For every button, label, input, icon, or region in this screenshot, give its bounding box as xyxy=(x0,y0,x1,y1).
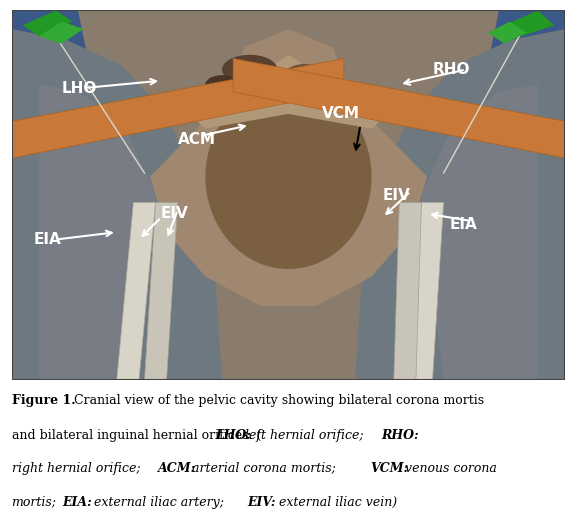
Text: RHO:: RHO: xyxy=(381,429,419,442)
Text: right hernial orifice;: right hernial orifice; xyxy=(12,462,140,475)
Text: EIA: EIA xyxy=(449,217,477,232)
Polygon shape xyxy=(12,10,111,103)
Ellipse shape xyxy=(205,84,372,269)
Polygon shape xyxy=(144,203,178,380)
Text: EIA: EIA xyxy=(33,232,61,247)
Polygon shape xyxy=(410,203,444,380)
Polygon shape xyxy=(394,203,421,380)
Text: and bilateral inguinal hernial orifices. (: and bilateral inguinal hernial orifices.… xyxy=(12,429,261,442)
Text: RHO: RHO xyxy=(433,62,470,77)
Polygon shape xyxy=(39,21,84,43)
Text: LHO:: LHO: xyxy=(215,429,252,442)
Polygon shape xyxy=(233,59,565,158)
Ellipse shape xyxy=(222,55,278,84)
Polygon shape xyxy=(178,55,399,129)
Text: EIV:: EIV: xyxy=(247,496,275,509)
Polygon shape xyxy=(12,29,222,380)
Text: EIV: EIV xyxy=(161,206,189,221)
Polygon shape xyxy=(466,10,565,103)
Ellipse shape xyxy=(205,75,239,94)
Polygon shape xyxy=(150,29,427,306)
Text: VCM:: VCM: xyxy=(370,462,409,475)
Text: ACM:: ACM: xyxy=(158,462,197,475)
Text: EIA:: EIA: xyxy=(62,496,92,509)
Text: VCM: VCM xyxy=(322,106,359,122)
Text: external iliac artery;: external iliac artery; xyxy=(93,496,223,509)
Polygon shape xyxy=(12,59,344,158)
Ellipse shape xyxy=(283,64,327,90)
Text: Cranial view of the pelvic cavity showing bilateral corona mortis: Cranial view of the pelvic cavity showin… xyxy=(74,394,484,407)
Polygon shape xyxy=(355,29,565,380)
Text: arterial corona mortis;: arterial corona mortis; xyxy=(192,462,335,475)
Polygon shape xyxy=(482,10,565,92)
Polygon shape xyxy=(488,21,527,43)
Polygon shape xyxy=(12,10,95,92)
Text: EIV: EIV xyxy=(383,188,410,203)
Text: ACM: ACM xyxy=(178,132,216,147)
Text: LHO: LHO xyxy=(61,81,97,95)
Text: Figure 1.: Figure 1. xyxy=(12,394,75,407)
Text: left hernial orifice;: left hernial orifice; xyxy=(245,429,364,442)
Polygon shape xyxy=(23,10,73,36)
Polygon shape xyxy=(421,84,538,380)
Text: venous corona: venous corona xyxy=(405,462,497,475)
Text: external iliac vein): external iliac vein) xyxy=(279,496,396,509)
Polygon shape xyxy=(39,84,156,380)
Text: mortis;: mortis; xyxy=(12,496,57,509)
Polygon shape xyxy=(504,10,554,36)
Polygon shape xyxy=(117,203,156,380)
